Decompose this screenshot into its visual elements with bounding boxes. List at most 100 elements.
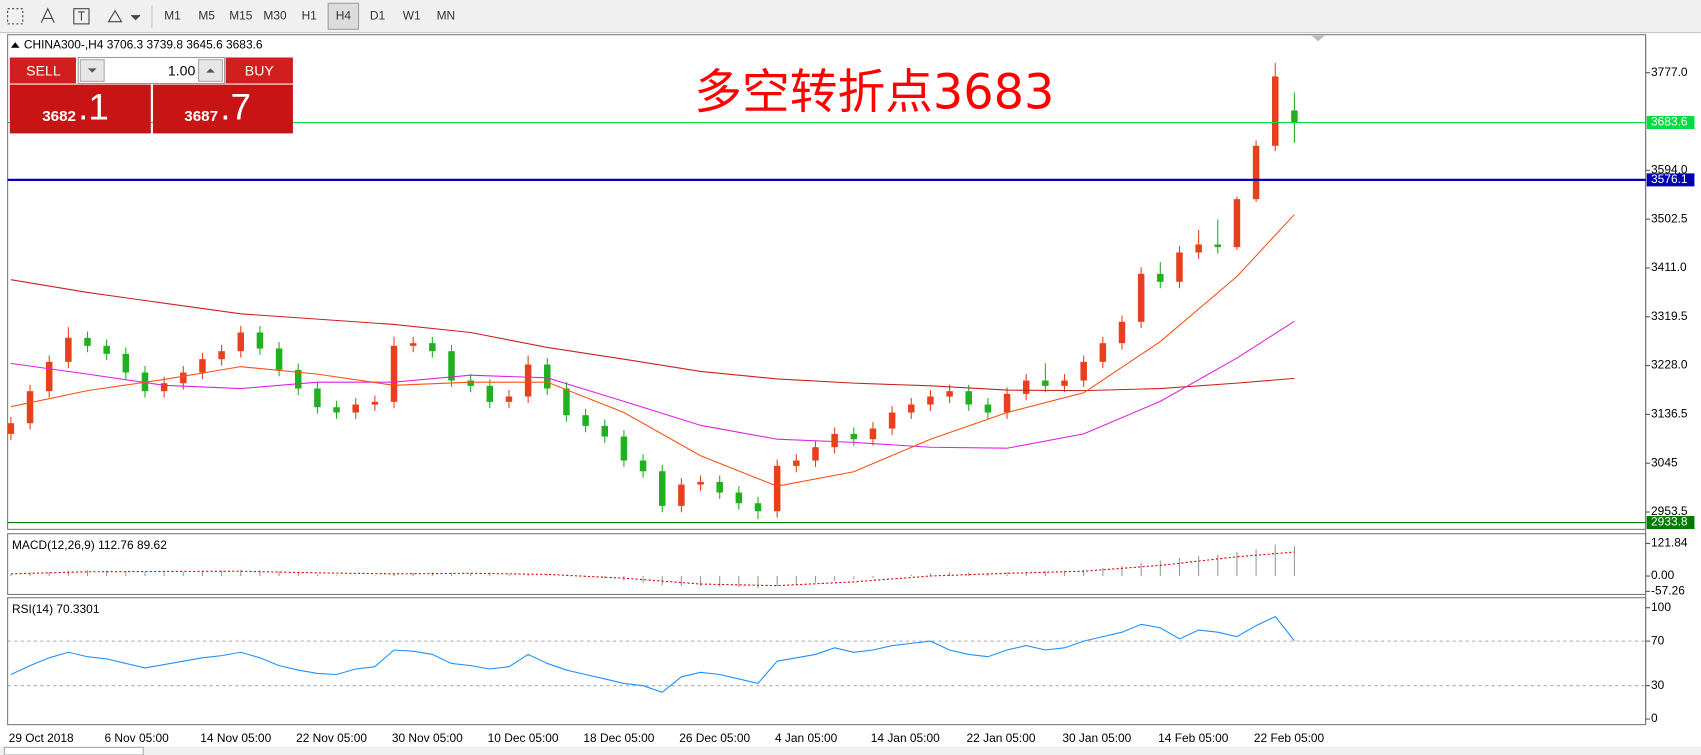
moving-average bbox=[10, 279, 1295, 392]
candle-body bbox=[678, 484, 685, 506]
sell-price-box[interactable] bbox=[9, 84, 151, 134]
candle-body bbox=[812, 447, 819, 461]
x-tick-label: 4 Jan 05:00 bbox=[775, 731, 838, 745]
candle-body bbox=[26, 391, 34, 424]
timeframe-button[interactable]: M30 bbox=[263, 8, 287, 22]
trade-panel: SELL 1.00 BUY 3682 .1 3687 .7 bbox=[9, 56, 293, 134]
x-tick-label: 18 Dec 05:00 bbox=[583, 731, 654, 745]
timeframe-buttons: M1 M5 M15 M30 H1 H4 D1 W1 MN bbox=[164, 2, 456, 30]
candle-body bbox=[1080, 361, 1087, 381]
x-tick-label: 14 Feb 05:00 bbox=[1158, 731, 1229, 745]
plot-layer: 2953.5 3045 3136.5 3228.0 3319.5 3411.0 3502.5… bbox=[7, 63, 1695, 745]
candle-body bbox=[1022, 380, 1030, 394]
timeframe-button[interactable]: D1 bbox=[370, 8, 386, 22]
buy-label: BUY bbox=[245, 62, 275, 78]
candle-body bbox=[352, 404, 359, 413]
candle-body bbox=[199, 359, 206, 373]
y-tick-label: -57.26 bbox=[1651, 583, 1685, 597]
sell-label: SELL bbox=[26, 62, 61, 78]
candle-body bbox=[180, 372, 187, 384]
candle-body bbox=[1233, 199, 1241, 248]
y-tick-label: 3411.0 bbox=[1651, 260, 1687, 274]
candle-body bbox=[448, 351, 455, 381]
price-tag bbox=[1646, 516, 1695, 530]
timeframe-button[interactable]: H1 bbox=[302, 8, 318, 22]
moving-average bbox=[10, 320, 1295, 449]
y-tick-label: 121.84 bbox=[1651, 536, 1688, 550]
candle-body bbox=[908, 404, 915, 413]
objects-icon[interactable] bbox=[107, 9, 123, 23]
timeframe-button[interactable]: M15 bbox=[229, 8, 253, 22]
candle-body bbox=[1271, 76, 1279, 146]
sell-button[interactable] bbox=[9, 57, 76, 84]
price-tag-label: 2933.8 bbox=[1651, 515, 1688, 529]
candle-body bbox=[850, 433, 858, 440]
chart-title: CHINA300-,H4 3706.3 3739.8 3645.6 3683.6 bbox=[24, 38, 263, 52]
text-label-icon[interactable] bbox=[40, 7, 55, 24]
buy-price-fraction: .7 bbox=[220, 86, 251, 127]
candle-body bbox=[122, 353, 130, 373]
x-tick-label: 6 Nov 05:00 bbox=[105, 731, 170, 745]
candle-body bbox=[1291, 110, 1298, 123]
y-tick-label: 0.00 bbox=[1651, 568, 1675, 582]
price-tag-label: 3576.1 bbox=[1651, 172, 1688, 186]
chart-tab[interactable] bbox=[3, 746, 144, 755]
price-tag bbox=[1646, 116, 1695, 130]
y-tick-label: 70 bbox=[1651, 633, 1665, 647]
x-tick-label: 30 Nov 05:00 bbox=[392, 731, 463, 745]
candle-body bbox=[869, 428, 877, 440]
sell-price-fraction: .1 bbox=[78, 86, 109, 127]
rsi-pane bbox=[7, 597, 1647, 726]
candle-body bbox=[294, 369, 302, 389]
candle-body bbox=[1137, 273, 1145, 322]
candle-body bbox=[793, 460, 800, 466]
lot-value: 1.00 bbox=[168, 62, 196, 78]
text-icon[interactable] bbox=[73, 8, 90, 25]
x-tick-label: 22 Jan 05:00 bbox=[967, 731, 1036, 745]
x-tick-label: 22 Feb 05:00 bbox=[1254, 731, 1325, 745]
chart-title-marker bbox=[10, 42, 20, 48]
moving-average bbox=[10, 214, 1295, 487]
x-tick-label: 29 Oct 2018 bbox=[9, 731, 74, 745]
timeframe-button[interactable]: H4 bbox=[336, 8, 352, 22]
text-icon-glyph bbox=[78, 11, 85, 21]
candle-body bbox=[103, 345, 110, 354]
y-tick-label: 100 bbox=[1651, 600, 1671, 614]
candle-body bbox=[773, 465, 781, 512]
candle-body bbox=[965, 391, 972, 405]
candle-body bbox=[486, 385, 494, 402]
candle-body bbox=[256, 332, 264, 349]
y-tick-label: 3045 bbox=[1651, 455, 1678, 469]
buy-price-main: 3687 bbox=[184, 108, 218, 125]
buy-button[interactable] bbox=[225, 57, 293, 84]
timeframe-button[interactable]: M5 bbox=[198, 8, 215, 22]
candle-body bbox=[505, 396, 513, 402]
timeframe-button[interactable]: MN bbox=[437, 8, 456, 22]
timeframe-button[interactable]: M1 bbox=[164, 8, 181, 22]
x-tick-label: 30 Jan 05:00 bbox=[1062, 731, 1131, 745]
candle-body bbox=[1157, 273, 1164, 282]
candle-body bbox=[7, 423, 15, 434]
candle-body bbox=[697, 481, 704, 485]
timeframe-button[interactable]: W1 bbox=[403, 8, 421, 22]
timeframe-selected[interactable] bbox=[327, 2, 360, 30]
candle-body bbox=[563, 388, 570, 416]
candle-body bbox=[333, 407, 340, 413]
y-tick-label: 3136.5 bbox=[1651, 407, 1688, 421]
x-tick-label: 22 Nov 05:00 bbox=[296, 731, 367, 745]
objects-dropdown[interactable] bbox=[130, 14, 141, 21]
candle-body bbox=[1252, 145, 1260, 200]
candle-body bbox=[409, 343, 417, 346]
candle-body bbox=[275, 348, 283, 370]
macd-pane bbox=[7, 533, 1647, 595]
lot-decrease-arrow bbox=[87, 68, 97, 73]
y-tick-label: 3228.0 bbox=[1651, 358, 1688, 372]
x-tick-label: 14 Nov 05:00 bbox=[200, 731, 271, 745]
y-tick-label: 3594.0 bbox=[1651, 162, 1688, 176]
x-tick-label: 10 Dec 05:00 bbox=[488, 731, 559, 745]
candle-body bbox=[524, 364, 532, 397]
buy-price-box[interactable] bbox=[152, 84, 293, 134]
crosshair-icon[interactable] bbox=[7, 8, 24, 25]
candle-body bbox=[160, 383, 168, 392]
